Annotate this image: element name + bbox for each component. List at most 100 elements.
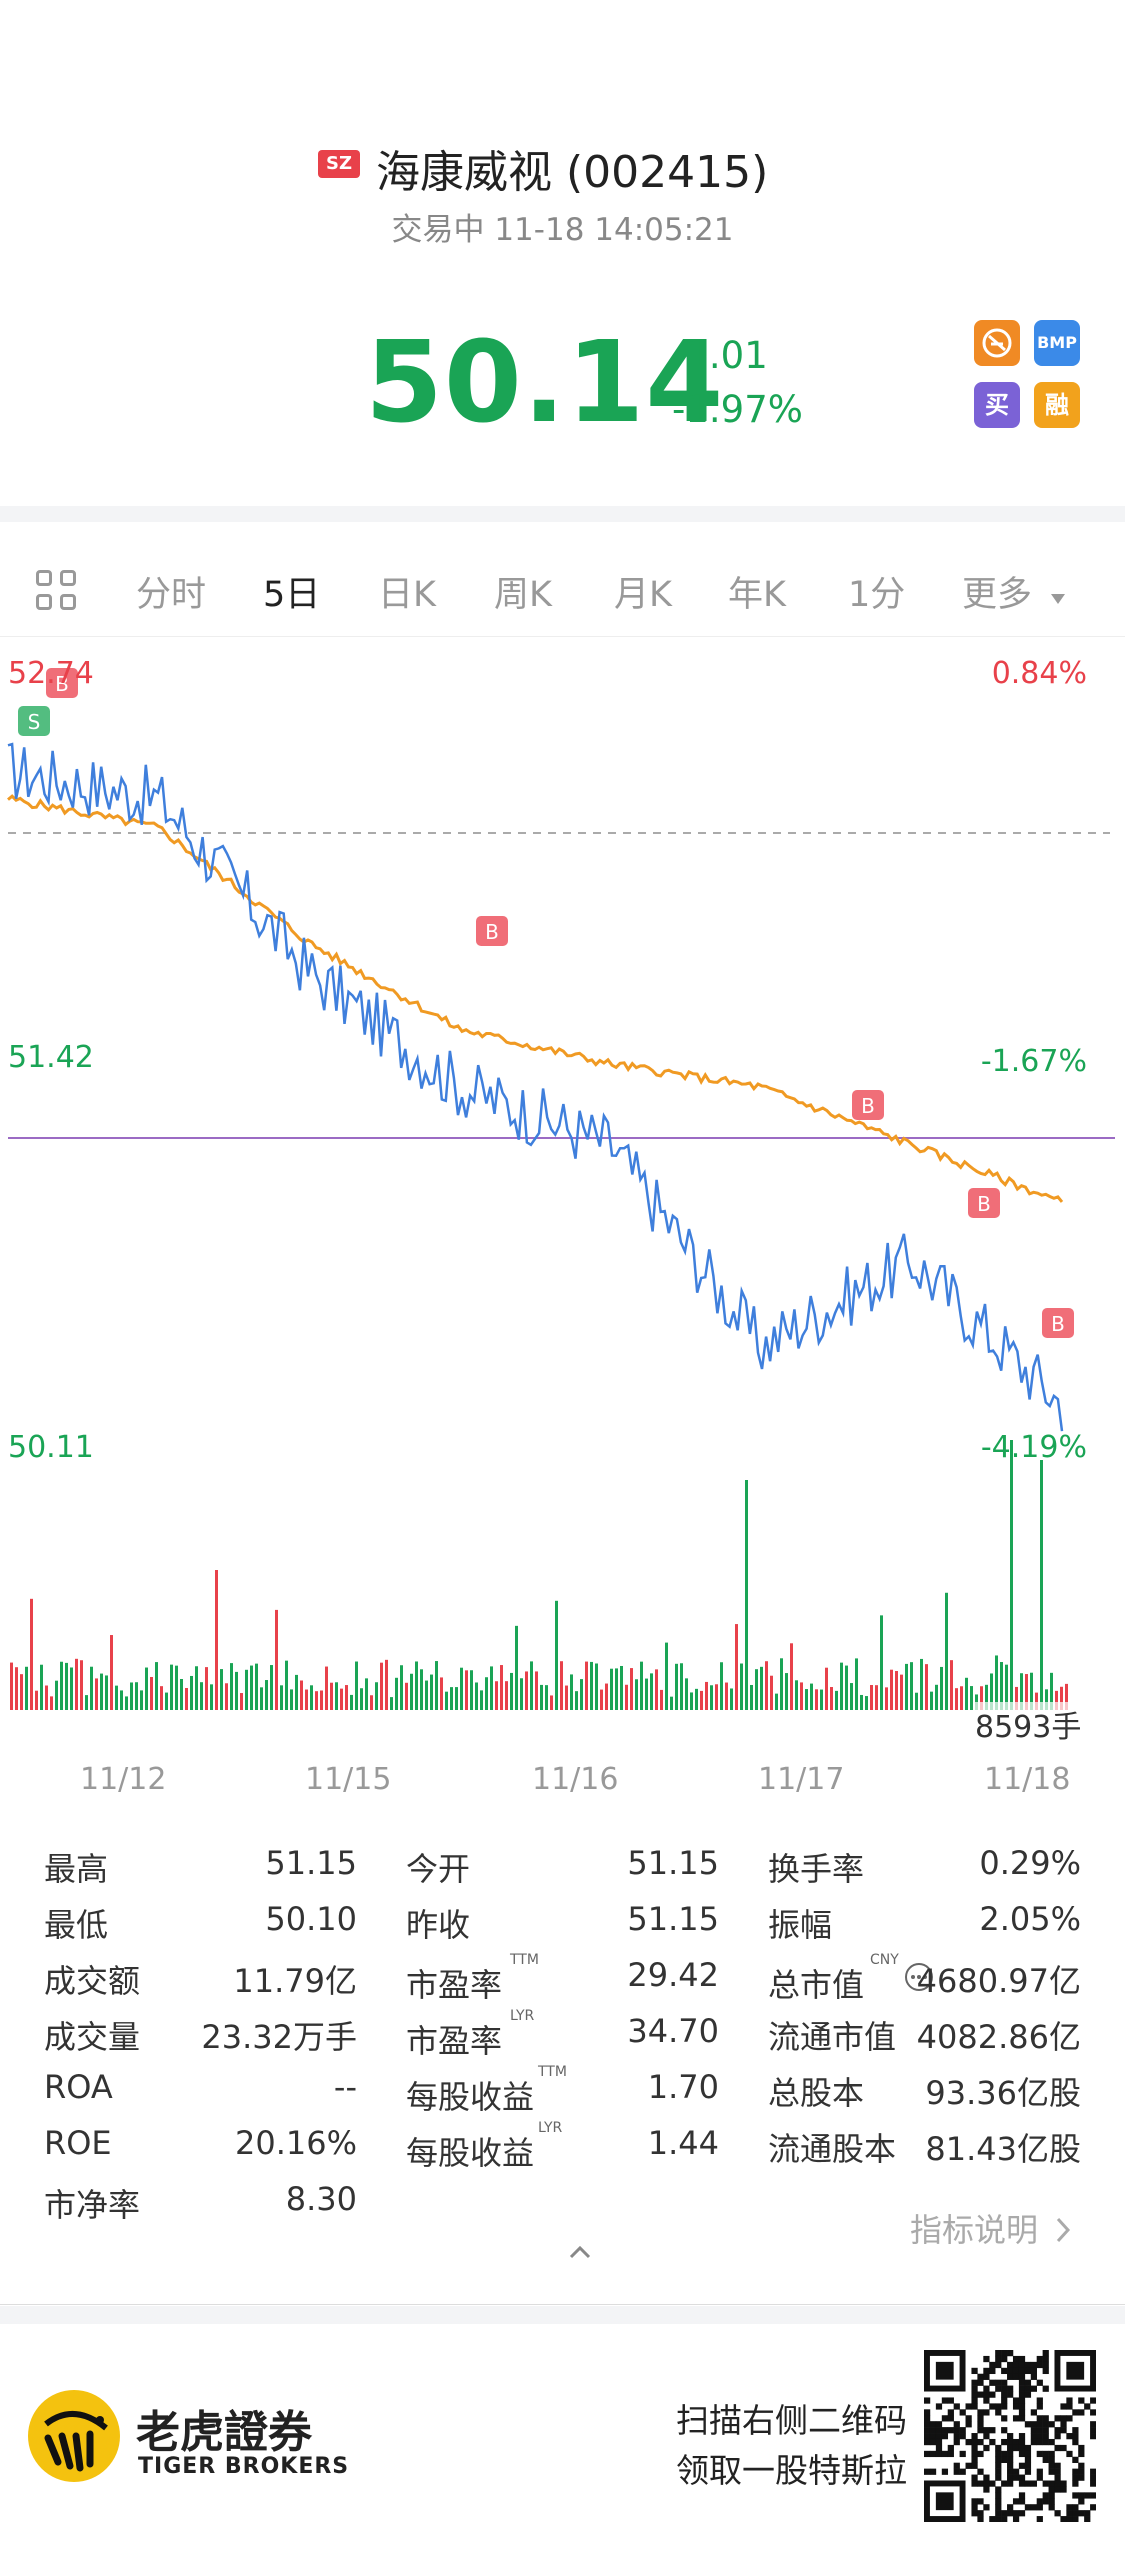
tab-daily-k[interactable]: 日K [378,575,436,615]
volume-bar [80,1660,83,1710]
volume-bar [275,1609,278,1710]
volume-bar [420,1669,423,1710]
volume-bar [225,1683,228,1710]
volume-bar [315,1691,318,1710]
volume-bar [860,1694,863,1710]
volume-bar [345,1685,348,1710]
bmp-icon[interactable]: BMP [1034,320,1080,366]
volume-bar [115,1685,118,1710]
brand-name-cn: 老虎證券 [136,2407,312,2458]
volume-bar [10,1662,13,1710]
price-change-pct: -1.97% [672,388,803,431]
volume-bar [625,1684,628,1710]
volume-bar [680,1663,683,1710]
volume-bar [650,1673,653,1710]
tab-5day[interactable]: 5日 [263,575,321,615]
stat-label-float-shares: 流通股本 [768,2130,897,2168]
volume-bar [955,1688,958,1710]
stat-label-market-cap: 总市值 [768,1966,865,2004]
buy-marker[interactable]: B [852,1090,884,1120]
volume-bar [875,1685,878,1710]
volume-bar [595,1663,598,1710]
volume-bar [815,1689,818,1710]
volume-bar [335,1682,338,1710]
volume-bar [520,1678,523,1710]
special-icon[interactable] [974,320,1020,366]
tab-weekly-k[interactable]: 周K [494,575,552,615]
tab-1min[interactable]: 1分 [848,575,906,615]
indicator-help-link[interactable]: 指标说明 [910,2205,1072,2251]
volume-bar [40,1664,43,1710]
buy-marker[interactable]: B [1042,1308,1074,1338]
tab-more[interactable]: 更多 [962,566,1067,617]
volume-bar [375,1682,378,1710]
volume-bar [990,1673,993,1710]
volume-bar [530,1661,533,1710]
volume-bar [25,1666,28,1710]
volume-bar [90,1666,93,1710]
volume-bar [805,1689,808,1710]
volume-bar [585,1661,588,1710]
volume-bar [755,1669,758,1710]
volume-bar [945,1592,948,1710]
stat-value-float-shares: 81.43亿股 [925,2130,1081,2168]
buy-marker[interactable]: B [968,1188,1000,1218]
buy-icon[interactable]: 买 [974,382,1020,428]
promo-line-2: 领取一股特斯拉 [676,2451,907,2490]
volume-bar [100,1673,103,1710]
volume-bar [320,1690,323,1710]
volume-bar [580,1679,583,1710]
collapse-chevron-icon[interactable] [568,2240,592,2264]
volume-bar [865,1696,868,1710]
date-label: 11/16 [532,1762,619,1797]
volume-bar [380,1662,383,1710]
volume-bar [895,1671,898,1710]
stat-value-pe-lyr: 34.70 [627,2012,719,2050]
volume-bar [620,1665,623,1710]
stat-label-open: 今开 [406,1850,471,1888]
current-price: 50.14 [365,318,725,448]
more-icon[interactable] [904,1962,934,1992]
date-label: 11/15 [305,1762,392,1797]
volume-bar [670,1696,673,1710]
volume-bar [1055,1690,1058,1710]
tab-monthly-k[interactable]: 月K [614,575,672,615]
volume-bar [285,1660,288,1710]
sell-marker-label: S [28,710,41,734]
buy-marker-label: B [55,672,69,696]
volume-bar [890,1669,893,1710]
volume-bar [165,1692,168,1710]
tab-more-label: 更多 [962,575,1033,615]
volume-bar [525,1671,528,1710]
volume-bar [20,1674,23,1710]
buy-marker[interactable]: B [46,668,78,698]
volume-bar [840,1662,843,1710]
volume-bar [490,1666,493,1710]
volume-bar [905,1663,908,1710]
volume-bar [215,1570,218,1710]
volume-bar [1060,1686,1063,1710]
buy-marker-label: B [861,1094,875,1118]
stat-value-prev-close: 51.15 [627,1900,719,1938]
tab-timeshare[interactable]: 分时 [136,575,207,615]
volume-bar [760,1666,763,1710]
volume-bar [295,1674,298,1710]
volume-bar [415,1661,418,1710]
price-chart[interactable]: S B B B B B [0,640,1125,1760]
qr-code[interactable] [924,2350,1096,2522]
stat-value-pe-ttm: 29.42 [627,1956,719,1994]
volume-bar [675,1663,678,1710]
sell-marker[interactable]: S [18,706,50,736]
grid-icon[interactable] [36,570,78,612]
volume-bar [450,1687,453,1710]
buy-marker[interactable]: B [476,916,508,946]
margin-icon[interactable]: 融 [1034,382,1080,428]
volume-bar [305,1689,308,1710]
volume-bar [190,1675,193,1710]
stat-label-pe-lyr: 市盈率 [406,2022,503,2060]
volume-bar [310,1685,313,1710]
volume-bar [570,1674,573,1710]
volume-bar [780,1658,783,1710]
tab-yearly-k[interactable]: 年K [728,575,786,615]
volume-bar [210,1684,213,1710]
